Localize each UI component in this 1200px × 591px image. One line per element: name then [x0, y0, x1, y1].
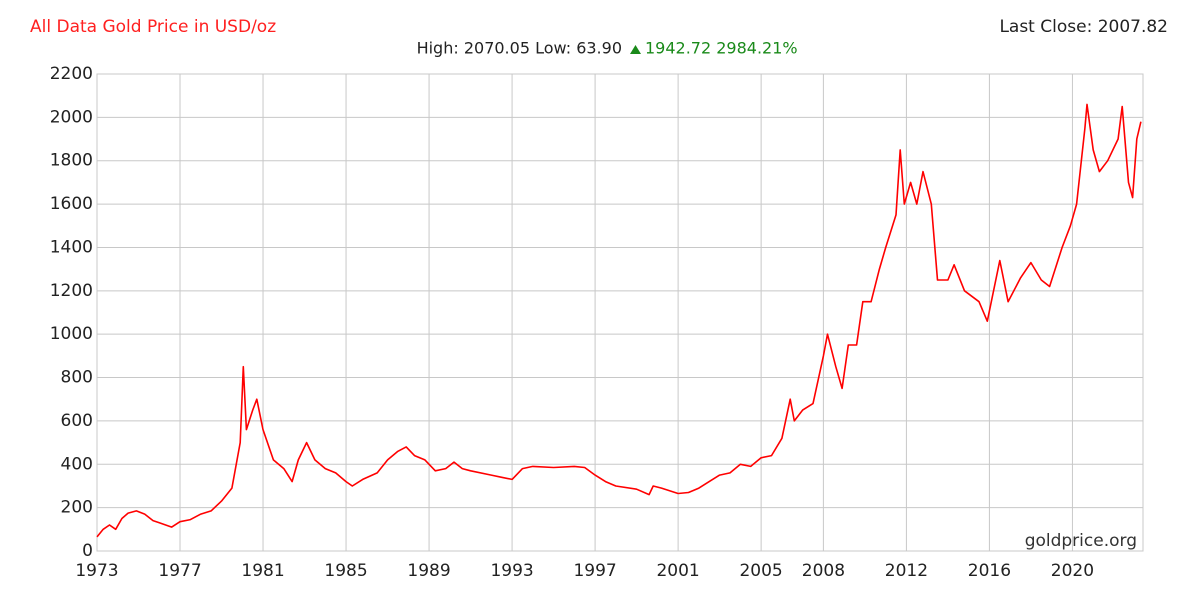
x-tick-label: 2020 [1051, 561, 1094, 581]
x-tick-label: 1985 [324, 561, 367, 581]
price-line [96, 103, 1142, 538]
x-tick-label: 2008 [802, 561, 845, 581]
y-tick-label: 600 [61, 411, 93, 431]
x-tick-label: 1977 [158, 561, 201, 581]
last-close: Last Close: 2007.82 [999, 17, 1168, 37]
y-tick-label: 1400 [50, 237, 93, 257]
y-tick-label: 400 [61, 454, 93, 474]
y-tick-label: 2200 [50, 64, 93, 84]
y-tick-label: 1600 [50, 194, 93, 214]
x-tick-label: 2001 [656, 561, 699, 581]
x-tick-label: 1973 [75, 561, 118, 581]
chart-title: All Data Gold Price in USD/oz [30, 17, 276, 37]
change: 1942.72 2984.21% [645, 39, 798, 58]
x-tick-label: 1993 [490, 561, 533, 581]
x-tick-label: 1981 [241, 561, 284, 581]
y-tick-label: 2000 [50, 107, 93, 127]
y-tick-label: 1000 [50, 324, 93, 344]
plot-area [96, 73, 1144, 552]
x-tick-label: 1989 [407, 561, 450, 581]
x-tick-label: 2016 [968, 561, 1011, 581]
watermark: goldprice.org [1025, 531, 1137, 551]
subtitle: High: 2070.05 Low: 63.90 [417, 39, 622, 58]
x-tick-label: 2012 [885, 561, 928, 581]
x-tick-label: 1997 [573, 561, 616, 581]
y-tick-label: 200 [61, 498, 93, 518]
y-tick-label: 0 [82, 541, 93, 561]
y-tick-label: 800 [61, 368, 93, 388]
y-tick-label: 1200 [50, 281, 93, 301]
x-tick-label: 2005 [739, 561, 782, 581]
y-tick-label: 1800 [50, 151, 93, 171]
up-arrow [630, 45, 641, 54]
